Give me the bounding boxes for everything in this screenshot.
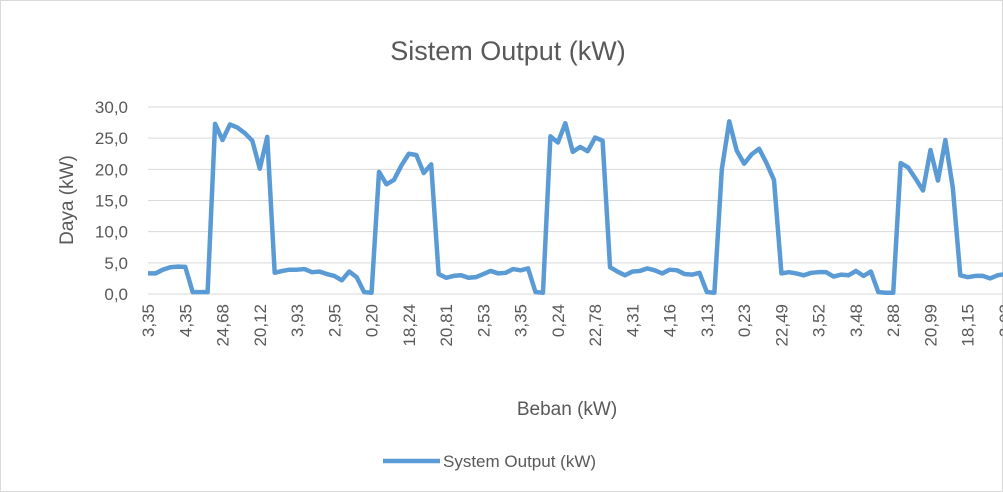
x-tick-label: 3,48 bbox=[847, 304, 866, 337]
x-tick-label: 2,95 bbox=[325, 304, 344, 337]
y-axis-title: Daya (kW) bbox=[57, 155, 78, 245]
x-tick-label: 3,35 bbox=[139, 304, 158, 337]
x-tick-label: 4,16 bbox=[661, 304, 680, 337]
x-tick-label: 18,15 bbox=[959, 304, 978, 347]
x-tick-label: 2,53 bbox=[474, 304, 493, 337]
x-tick-label: 18,24 bbox=[400, 304, 419, 347]
x-tick-label: 22,49 bbox=[772, 304, 791, 347]
y-tick-label: 15,0 bbox=[95, 192, 128, 211]
x-tick-label: 20,99 bbox=[921, 304, 940, 347]
x-tick-label: 20,81 bbox=[437, 304, 456, 347]
line-series bbox=[148, 119, 1003, 296]
y-tick-label: 25,0 bbox=[95, 129, 128, 148]
x-tick-label: 2,93 bbox=[996, 304, 1003, 337]
chart-title: Sistem Output (kW) bbox=[390, 36, 626, 66]
x-tick-label: 4,31 bbox=[623, 304, 642, 337]
legend-label: System Output (kW) bbox=[443, 452, 596, 471]
x-tick-label: 24,68 bbox=[214, 304, 233, 347]
y-tick-label: 10,0 bbox=[95, 223, 128, 242]
x-tick-label: 3,93 bbox=[288, 304, 307, 337]
y-tick-label: 5,0 bbox=[104, 254, 128, 273]
y-tick-label: 30,0 bbox=[95, 98, 128, 117]
x-tick-label: 2,88 bbox=[884, 304, 903, 337]
x-tick-label: 3,52 bbox=[810, 304, 829, 337]
x-tick-label: 4,35 bbox=[176, 304, 195, 337]
y-tick-label: 0,0 bbox=[104, 285, 128, 304]
x-tick-label: 3,35 bbox=[512, 304, 531, 337]
x-tick-label: 22,78 bbox=[586, 304, 605, 347]
x-tick-label: 0,20 bbox=[363, 304, 382, 337]
x-tick-label: 3,13 bbox=[698, 304, 717, 337]
x-tick-label: 20,12 bbox=[251, 304, 270, 347]
x-tick-label: 0,24 bbox=[549, 304, 568, 337]
x-tick-label: 0,23 bbox=[735, 304, 754, 337]
x-axis-title: Beban (kW) bbox=[517, 399, 617, 420]
y-tick-label: 20,0 bbox=[95, 160, 128, 179]
